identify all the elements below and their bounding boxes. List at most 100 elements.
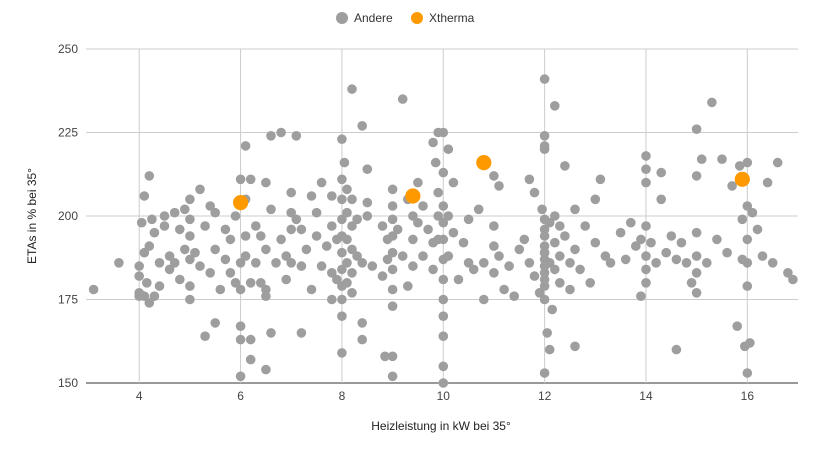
data-point-andere [245,278,256,288]
data-point-andere [296,261,307,271]
data-point-andere [691,124,702,134]
data-point-andere [555,221,565,231]
data-point-andere [565,258,575,268]
data-point-andere [539,74,550,84]
data-point-andere [691,227,702,238]
data-point-andere [311,231,322,241]
data-point-andere [641,278,651,288]
data-point-andere [542,328,552,338]
data-point-andere [169,258,180,268]
data-point-andere [539,274,550,285]
data-point-andere [200,221,210,231]
data-point-andere [332,274,342,285]
data-point-andere [747,207,758,218]
data-point-andere [620,254,631,265]
data-point-xtherma [734,171,750,187]
data-point-andere [656,167,666,178]
data-point-andere [438,234,449,245]
data-point-andere [261,177,271,188]
data-point-andere [352,251,362,261]
data-point-andere [641,251,651,261]
data-point-andere [691,288,702,298]
data-point-andere [544,217,555,228]
data-point-andere [144,298,155,308]
data-points [88,74,798,388]
data-point-andere [479,294,489,305]
data-point-andere [387,214,398,225]
data-point-andere [387,201,398,211]
data-point-andere [524,258,535,268]
data-point-andere [245,354,256,365]
data-point-andere [190,247,200,258]
data-point-andere [195,261,205,271]
data-point-andere [357,258,368,268]
data-point-andere [240,251,251,261]
data-point-andere [362,197,373,208]
data-point-andere [555,251,565,261]
y-tick-label: 175 [58,293,78,307]
data-point-andere [570,341,580,352]
data-point-andere [251,258,261,268]
data-point-andere [772,157,783,168]
data-point-andere [316,261,327,271]
data-point-andere [453,274,464,285]
data-point-andere [430,157,441,168]
data-point-andere [230,211,241,221]
data-point-andere [337,174,347,185]
x-tick-label: 4 [136,389,143,403]
data-point-andere [413,217,423,228]
data-point-andere [342,278,352,288]
data-point-andere [342,258,352,268]
data-point-andere [646,237,656,248]
data-point-andere [142,278,152,288]
data-point-andere [560,231,570,241]
data-point-andere [757,251,768,261]
data-point-andere [362,164,373,174]
data-point-andere [337,247,347,258]
data-point-andere [266,328,276,338]
data-point-andere [443,251,454,261]
data-point-andere [433,211,444,221]
data-point-andere [154,258,165,268]
data-point-andere [438,217,449,228]
data-point-andere [626,217,636,228]
data-point-andere [235,334,246,345]
data-point-andere [605,258,616,268]
data-point-andere [205,201,215,211]
data-point-andere [327,191,337,201]
data-point-andere [149,227,160,238]
data-point-andere [357,318,368,328]
data-point-andere [210,244,220,255]
data-point-andere [408,261,418,271]
data-point-andere [468,264,479,275]
data-point-andere [380,351,390,362]
data-point-andere [337,348,347,358]
legend-marker-andere [336,12,348,24]
data-point-andere [286,187,297,198]
data-point-andere [327,268,337,278]
data-point-andere [339,157,350,168]
data-point-andere [159,221,170,231]
data-point-andere [489,268,499,278]
data-point-andere [220,224,231,235]
x-tick-label: 10 [437,389,451,403]
data-point-andere [387,301,398,312]
data-point-andere [347,84,357,94]
data-point-andere [438,201,449,211]
data-point-andere [159,211,170,221]
data-point-andere [539,224,550,235]
data-point-andere [139,191,150,201]
data-point-andere [337,194,347,205]
data-point-andere [585,278,595,288]
data-point-andere [392,224,403,235]
data-point-xtherma [233,195,249,211]
data-point-andere [539,294,550,305]
data-point-andere [261,364,271,375]
data-point-andere [742,157,753,168]
data-point-andere [357,121,368,131]
y-tick-label: 250 [58,42,78,56]
data-point-andere [387,284,398,295]
data-point-andere [337,294,347,305]
data-point-andere [656,194,666,205]
data-point-andere [301,244,312,255]
